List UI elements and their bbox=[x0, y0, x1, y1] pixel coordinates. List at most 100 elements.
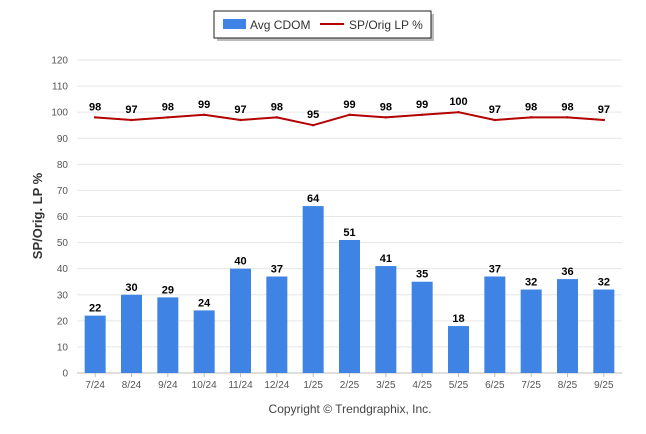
line-data-label: 98 bbox=[89, 101, 101, 113]
line-data-label: 97 bbox=[598, 104, 610, 116]
bar-data-label: 22 bbox=[89, 303, 101, 315]
line-data-label: 98 bbox=[380, 101, 392, 113]
line-point bbox=[311, 124, 315, 127]
bar bbox=[193, 310, 215, 373]
bar-data-label: 30 bbox=[125, 282, 137, 294]
legend: Avg CDOM SP/Orig LP % bbox=[213, 10, 434, 41]
line-point bbox=[602, 118, 606, 122]
line-data-label: 97 bbox=[489, 104, 501, 116]
bar-data-label: 18 bbox=[452, 313, 464, 325]
line-point bbox=[457, 110, 460, 114]
line-data-label: 99 bbox=[198, 99, 210, 111]
bar bbox=[411, 281, 433, 373]
line-data-label: 97 bbox=[125, 104, 137, 116]
y-tick-label: 100 bbox=[51, 108, 68, 119]
y-tick-label: 110 bbox=[52, 82, 68, 93]
line-data-label: 98 bbox=[271, 101, 283, 113]
line-point bbox=[493, 118, 497, 122]
y-axis-ticks: 0 10 20 30 40 50 60 70 80 90 100 110 120 bbox=[51, 56, 68, 380]
legend-bar-label: Avg CDOM bbox=[250, 18, 310, 32]
x-tick-label: 12/24 bbox=[264, 380, 289, 391]
bar bbox=[339, 239, 360, 373]
x-axis-ticks: 7/24 8/24 9/24 10/24 11/24 12/24 1/25 2/25 3/25 4… bbox=[85, 373, 614, 391]
bar bbox=[375, 266, 397, 373]
y-tick-label: 70 bbox=[57, 186, 69, 197]
x-tick-label: 1/25 bbox=[303, 380, 323, 391]
line-point bbox=[93, 116, 97, 119]
x-tick-label: 8/25 bbox=[558, 380, 578, 391]
bar-data-label: 64 bbox=[307, 193, 320, 205]
bar-data-label: 40 bbox=[234, 256, 246, 268]
bar-data-label: 32 bbox=[525, 277, 537, 289]
bar-data-label: 37 bbox=[271, 263, 283, 275]
bar-data-label: 41 bbox=[380, 253, 392, 265]
bar-data-label: 37 bbox=[489, 263, 501, 275]
x-tick-label: 8/24 bbox=[122, 380, 142, 391]
line-data-label: 97 bbox=[234, 104, 246, 116]
data-labels: 22 30 29 24 40 37 64 51 41 35 18 37 32 36 32 98 97 98 99 97… bbox=[89, 96, 610, 325]
y-axis-title: SP/Orig. LP % bbox=[30, 172, 45, 259]
bar bbox=[484, 276, 506, 373]
legend-bar-swatch bbox=[223, 19, 246, 29]
line-point bbox=[348, 113, 351, 116]
bar bbox=[266, 276, 288, 373]
bar-data-label: 51 bbox=[343, 227, 355, 239]
bar bbox=[230, 268, 251, 373]
x-tick-label: 6/25 bbox=[485, 380, 505, 391]
line-point bbox=[529, 116, 533, 119]
line-data-label: 99 bbox=[416, 99, 428, 111]
line-series bbox=[93, 110, 606, 127]
y-tick-label: 80 bbox=[57, 160, 69, 171]
line-data-label: 100 bbox=[449, 96, 467, 108]
bar bbox=[84, 315, 106, 373]
legend-line-label: SP/Orig LP % bbox=[349, 18, 423, 32]
line-data-label: 95 bbox=[307, 109, 319, 121]
y-tick-label: 50 bbox=[57, 238, 69, 249]
line-point bbox=[166, 116, 170, 119]
bar-data-label: 35 bbox=[416, 269, 428, 281]
line-data-label: 98 bbox=[561, 101, 573, 113]
bar bbox=[593, 289, 615, 373]
bar-data-label: 36 bbox=[561, 266, 573, 278]
y-tick-label: 10 bbox=[57, 342, 69, 353]
y-tick-label: 90 bbox=[57, 134, 69, 145]
x-tick-label: 10/24 bbox=[192, 380, 217, 391]
y-tick-label: 0 bbox=[62, 369, 68, 380]
line-point bbox=[275, 116, 279, 119]
y-tick-label: 40 bbox=[57, 264, 69, 275]
copyright-text: Copyright © Trendgraphix, Inc. bbox=[269, 402, 432, 416]
bar bbox=[121, 294, 142, 373]
x-tick-label: 3/25 bbox=[376, 380, 396, 391]
line-data-label: 99 bbox=[343, 99, 355, 111]
bar-data-label: 29 bbox=[162, 284, 174, 296]
bar bbox=[557, 279, 578, 373]
line-point bbox=[384, 116, 388, 119]
y-tick-label: 120 bbox=[51, 56, 68, 67]
line-point bbox=[202, 113, 206, 116]
line-data-label: 98 bbox=[525, 101, 537, 113]
bar bbox=[448, 326, 469, 373]
line-point bbox=[566, 116, 569, 119]
bar bbox=[302, 206, 324, 373]
bar-series bbox=[84, 206, 615, 373]
bar-data-label: 32 bbox=[598, 277, 610, 289]
y-tick-label: 30 bbox=[57, 290, 69, 301]
line-data-label: 98 bbox=[162, 101, 174, 113]
x-tick-label: 9/25 bbox=[594, 380, 614, 391]
x-tick-label: 2/25 bbox=[340, 380, 360, 391]
y-tick-label: 20 bbox=[57, 316, 69, 327]
bar-data-label: 24 bbox=[198, 297, 211, 309]
y-tick-label: 60 bbox=[57, 212, 69, 223]
line-point bbox=[239, 118, 242, 122]
line-point bbox=[420, 113, 424, 116]
bar bbox=[157, 297, 179, 373]
x-tick-label: 4/25 bbox=[412, 380, 432, 391]
line-point bbox=[130, 118, 133, 122]
bar bbox=[520, 289, 542, 373]
x-tick-label: 11/24 bbox=[228, 380, 253, 391]
x-tick-label: 7/24 bbox=[85, 380, 105, 391]
x-tick-label: 7/25 bbox=[521, 380, 541, 391]
x-tick-label: 9/24 bbox=[158, 380, 178, 391]
x-tick-label: 5/25 bbox=[449, 380, 469, 391]
